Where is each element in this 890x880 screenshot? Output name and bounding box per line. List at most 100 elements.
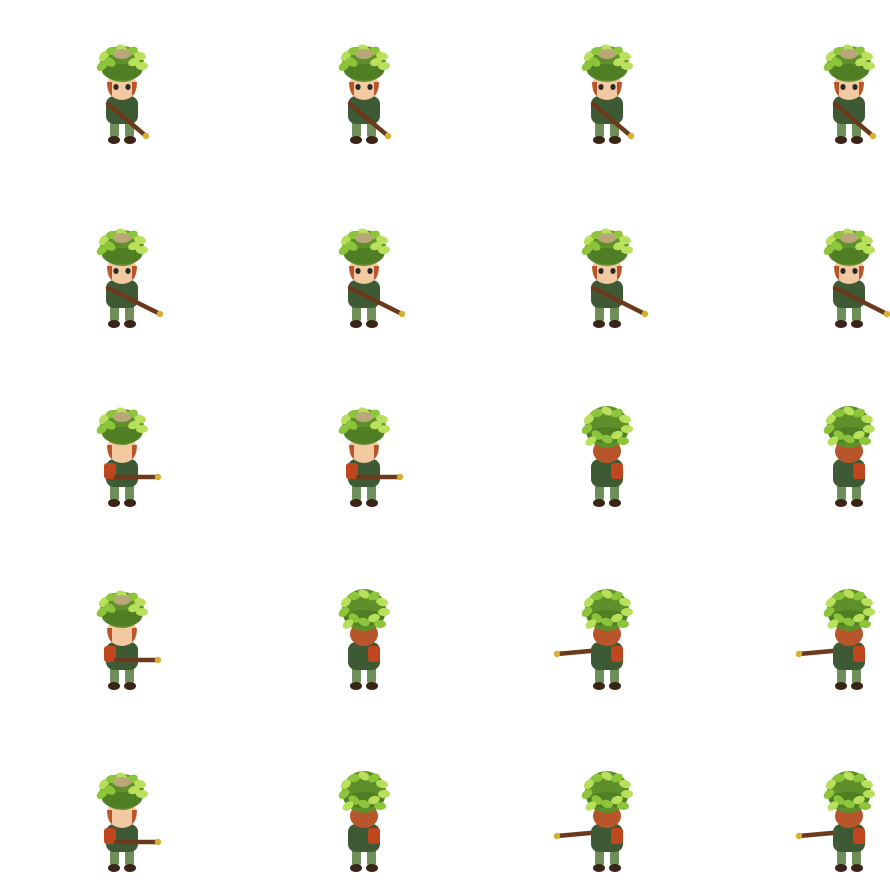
soldier-sprite (96, 407, 162, 507)
right-leg (367, 666, 376, 684)
leaf-decoration (104, 57, 116, 67)
soldier-sprite (338, 228, 406, 328)
hair-left (834, 266, 839, 280)
hair-left (592, 82, 597, 96)
leaf-decoration (136, 245, 148, 255)
leaf-decoration (843, 589, 855, 599)
right-leg (852, 666, 861, 684)
leaf-decoration (823, 789, 835, 799)
right-boot (609, 682, 621, 690)
right-leg (367, 483, 376, 501)
right-boot (609, 320, 621, 328)
backpack (346, 463, 358, 479)
left-leg (595, 848, 604, 866)
leaf-decoration (136, 61, 148, 71)
left-boot (835, 864, 847, 872)
leaf-decoration (861, 597, 873, 607)
leaf-decoration (861, 414, 873, 424)
right-leg (125, 304, 134, 322)
leaf-decoration (863, 607, 875, 617)
left-leg (595, 483, 604, 501)
sprite-frame (809, 405, 889, 515)
right-eye (125, 84, 131, 90)
soldier-sprite (581, 44, 635, 144)
right-leg (610, 666, 619, 684)
left-boot (108, 682, 120, 690)
left-boot (350, 499, 362, 507)
sprite-frame (553, 588, 647, 698)
left-leg (595, 304, 604, 322)
rifle-muzzle (641, 310, 649, 318)
left-leg (837, 120, 846, 138)
leaf-decoration (358, 799, 370, 809)
leaf-decoration (128, 420, 140, 430)
right-leg (852, 848, 861, 866)
helmet-shadow (587, 248, 627, 264)
hair-left (107, 445, 112, 459)
leaf-decoration (833, 591, 845, 601)
right-boot (124, 499, 136, 507)
rifle-muzzle (384, 132, 392, 140)
leaf-decoration (104, 420, 116, 430)
leaf-decoration (581, 424, 593, 434)
leaf-decoration (591, 591, 603, 601)
leaf-decoration (104, 785, 116, 795)
right-boot (124, 864, 136, 872)
right-boot (366, 320, 378, 328)
leaf-decoration (601, 406, 613, 416)
leaf-decoration (358, 771, 370, 781)
left-boot (593, 499, 605, 507)
hair-right (132, 82, 137, 96)
left-leg (110, 120, 119, 138)
left-leg (595, 120, 604, 138)
leaf-decoration (859, 436, 871, 446)
right-leg (610, 304, 619, 322)
leaf-decoration (617, 801, 629, 811)
leaf-decoration (843, 406, 855, 416)
leaf-decoration (96, 789, 108, 799)
left-eye (840, 268, 846, 274)
soldier-sprite (96, 228, 164, 328)
soldier-figure (581, 228, 649, 328)
backpack (853, 646, 865, 662)
backpack (104, 463, 116, 479)
leaf-decoration (346, 420, 358, 430)
leaf-decoration (96, 424, 108, 434)
soldier-figure (823, 406, 875, 507)
right-leg (125, 666, 134, 684)
leaf-decoration (591, 408, 603, 418)
leaf-decoration (585, 801, 597, 811)
leaf-decoration (827, 801, 839, 811)
leaf-decoration (601, 771, 613, 781)
left-boot (835, 682, 847, 690)
left-leg (837, 304, 846, 322)
rifle-muzzle (627, 132, 635, 140)
soldier-sprite (338, 589, 390, 690)
helmet-shadow (344, 248, 384, 264)
leaf-decoration (621, 789, 633, 799)
soldier-figure (823, 44, 877, 144)
leaf-decoration (611, 613, 623, 623)
sprite-frame (324, 405, 404, 515)
hair-left (349, 82, 354, 96)
soldier-figure (338, 771, 390, 872)
leaf-decoration (128, 241, 140, 251)
right-boot (124, 320, 136, 328)
sprite-frame (567, 42, 647, 152)
hair-left (107, 82, 112, 96)
leaf-decoration (863, 245, 875, 255)
leaf-decoration (378, 424, 390, 434)
leaf-decoration (346, 241, 358, 251)
leaf-decoration (825, 413, 837, 425)
right-eye (125, 268, 131, 274)
right-boot (609, 499, 621, 507)
right-boot (366, 136, 378, 144)
helmet-shadow (344, 427, 384, 443)
sprite-frame (795, 770, 889, 880)
soldier-sprite (338, 44, 392, 144)
soldier-sprite (96, 590, 162, 690)
leaf-decoration (591, 773, 603, 783)
leaf-decoration (843, 771, 855, 781)
left-leg (110, 848, 119, 866)
helmet-nest (113, 595, 131, 605)
